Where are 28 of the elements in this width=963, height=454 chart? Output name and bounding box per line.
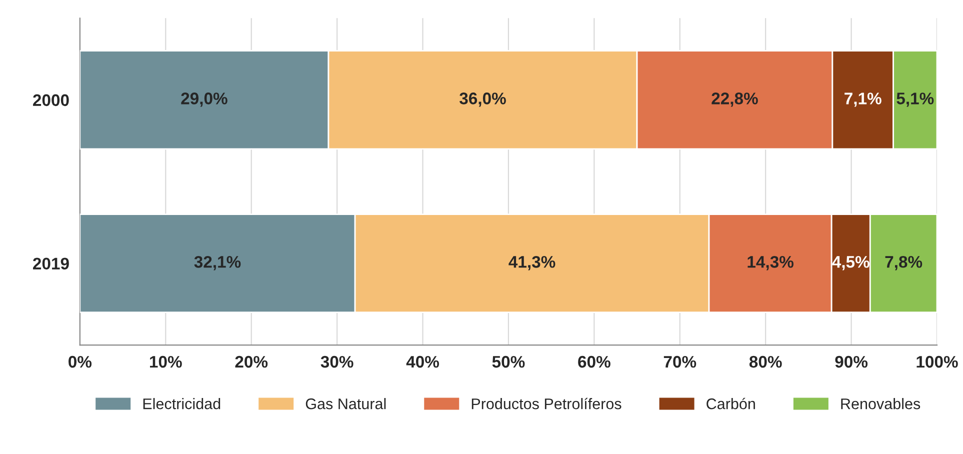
data-label: 32,1% [194, 256, 241, 270]
data-label: 29,0% [181, 92, 228, 107]
legend-label: Gas Natural [306, 398, 386, 410]
legend-label: Productos Petrolíferos [472, 398, 622, 410]
x-tick-label: 20% [235, 356, 268, 368]
y-tick-label: 2000 [33, 94, 69, 106]
x-tick-label: 100% [916, 356, 958, 368]
x-tick-label: 10% [150, 356, 182, 368]
x-tick-label: 50% [492, 356, 525, 368]
data-label: 5,1% [896, 92, 934, 107]
legend-label: Carbón [706, 398, 755, 410]
x-tick-label: 0% [68, 356, 92, 368]
x-tick-label: 60% [578, 356, 610, 368]
legend-label: Renovables [841, 398, 920, 410]
data-label: 22,8% [712, 92, 758, 107]
legend-label: Electricidad [143, 398, 220, 410]
x-tick-label: 30% [320, 356, 354, 368]
x-tick-label: 70% [664, 356, 696, 368]
data-label: 4,5% [832, 256, 870, 270]
y-tick-label: 2019 [33, 258, 69, 270]
x-tick-label: 40% [406, 356, 439, 368]
data-label: 41,3% [508, 256, 556, 270]
x-tick-label: 80% [749, 356, 782, 368]
x-tick-label: 90% [835, 356, 868, 368]
data-label: 36,0% [460, 92, 506, 107]
data-label: 14,3% [748, 256, 794, 270]
data-label: 7,8% [885, 256, 922, 270]
data-label: 7,1% [844, 92, 882, 107]
